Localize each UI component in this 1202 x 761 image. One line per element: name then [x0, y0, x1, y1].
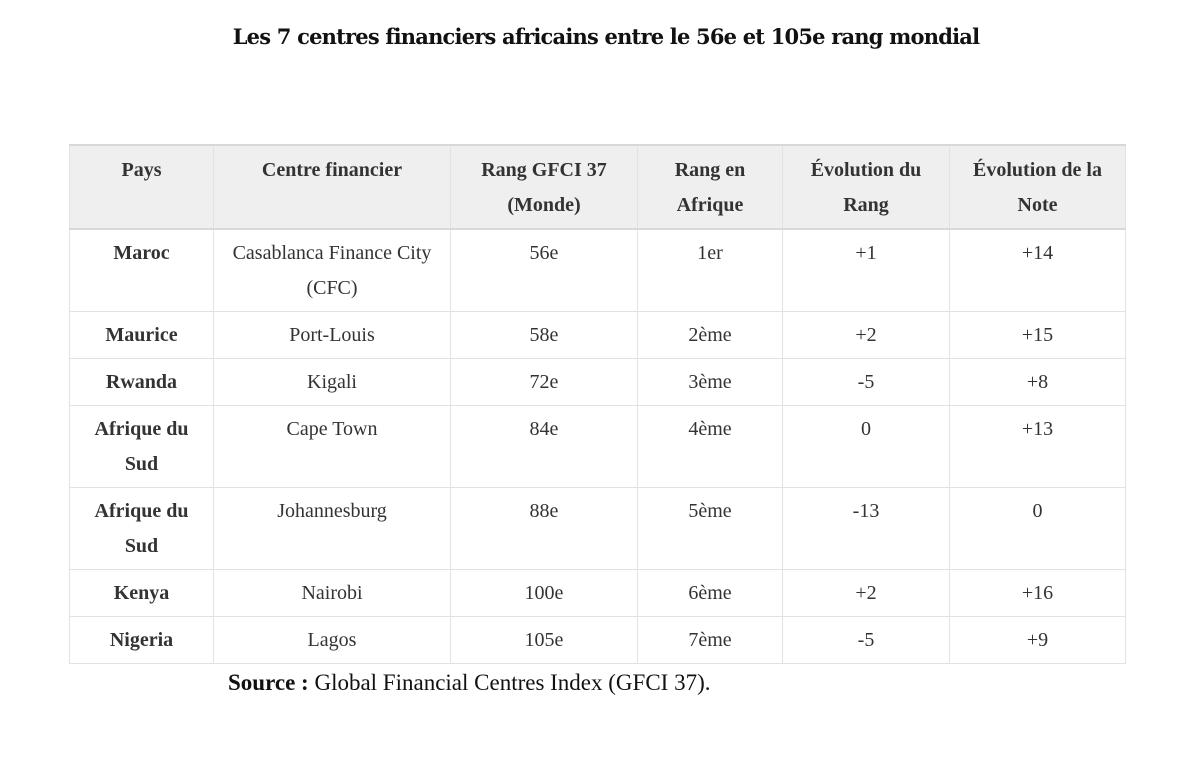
header-rang-gfci: Rang GFCI 37 (Monde): [450, 144, 638, 230]
table-row: Afrique du Sud Johannesburg 88e 5ème -13…: [69, 487, 1126, 570]
financial-centres-table: Pays Centre financier Rang GFCI 37 (Mond…: [69, 144, 1126, 664]
cell-pays: Maurice: [69, 311, 214, 359]
cell-evolution-note: +15: [949, 311, 1126, 359]
cell-evolution-note: 0: [949, 487, 1126, 570]
cell-pays: Kenya: [69, 569, 214, 617]
header-evolution-rang: Évolution du Rang: [782, 144, 950, 230]
cell-evolution-rang: -13: [782, 487, 950, 570]
cell-rang-monde: 88e: [450, 487, 638, 570]
cell-evolution-note: +14: [949, 228, 1126, 312]
cell-evolution-note: +9: [949, 616, 1126, 664]
header-evolution-note: Évolution de la Note: [949, 144, 1126, 230]
table-row: Maroc Casablanca Finance City (CFC) 56e …: [69, 228, 1126, 312]
cell-centre: Port-Louis: [213, 311, 451, 359]
cell-evolution-rang: -5: [782, 616, 950, 664]
cell-evolution-rang: -5: [782, 358, 950, 406]
cell-rang-monde: 72e: [450, 358, 638, 406]
cell-centre: Nairobi: [213, 569, 451, 617]
cell-rang-monde: 58e: [450, 311, 638, 359]
table-row: Kenya Nairobi 100e 6ème +2 +16: [69, 569, 1126, 617]
cell-rang-afrique: 3ème: [637, 358, 783, 406]
cell-evolution-rang: 0: [782, 405, 950, 488]
cell-rang-afrique: 6ème: [637, 569, 783, 617]
header-centre-financier: Centre financier: [213, 144, 451, 230]
cell-rang-afrique: 4ème: [637, 405, 783, 488]
page-title: Les 7 centres financiers africains entre…: [232, 24, 980, 49]
cell-evolution-rang: +2: [782, 569, 950, 617]
cell-centre: Johannesburg: [213, 487, 451, 570]
header-rang-afrique: Rang en Afrique: [637, 144, 783, 230]
cell-rang-afrique: 5ème: [637, 487, 783, 570]
cell-rang-monde: 56e: [450, 228, 638, 312]
cell-pays: Nigeria: [69, 616, 214, 664]
cell-evolution-rang: +2: [782, 311, 950, 359]
cell-centre: Lagos: [213, 616, 451, 664]
cell-pays: Maroc: [69, 228, 214, 312]
cell-evolution-note: +16: [949, 569, 1126, 617]
table-header-row: Pays Centre financier Rang GFCI 37 (Mond…: [69, 144, 1126, 230]
cell-evolution-note: +8: [949, 358, 1126, 406]
cell-centre: Kigali: [213, 358, 451, 406]
source-text: Global Financial Centres Index (GFCI 37)…: [314, 670, 711, 695]
cell-rang-afrique: 2ème: [637, 311, 783, 359]
cell-rang-afrique: 1er: [637, 228, 783, 312]
cell-pays: Afrique du Sud: [69, 487, 214, 570]
source-note: Source : Global Financial Centres Index …: [228, 670, 710, 696]
cell-centre: Casablanca Finance City (CFC): [213, 228, 451, 312]
cell-rang-monde: 105e: [450, 616, 638, 664]
cell-evolution-rang: +1: [782, 228, 950, 312]
cell-pays: Rwanda: [69, 358, 214, 406]
cell-rang-monde: 100e: [450, 569, 638, 617]
table-row: Afrique du Sud Cape Town 84e 4ème 0 +13: [69, 405, 1126, 488]
cell-rang-afrique: 7ème: [637, 616, 783, 664]
cell-centre: Cape Town: [213, 405, 451, 488]
cell-rang-monde: 84e: [450, 405, 638, 488]
header-pays: Pays: [69, 144, 214, 230]
cell-evolution-note: +13: [949, 405, 1126, 488]
table-row: Nigeria Lagos 105e 7ème -5 +9: [69, 616, 1126, 664]
source-label: Source :: [228, 670, 309, 695]
table-row: Rwanda Kigali 72e 3ème -5 +8: [69, 358, 1126, 406]
table-row: Maurice Port-Louis 58e 2ème +2 +15: [69, 311, 1126, 359]
cell-pays: Afrique du Sud: [69, 405, 214, 488]
